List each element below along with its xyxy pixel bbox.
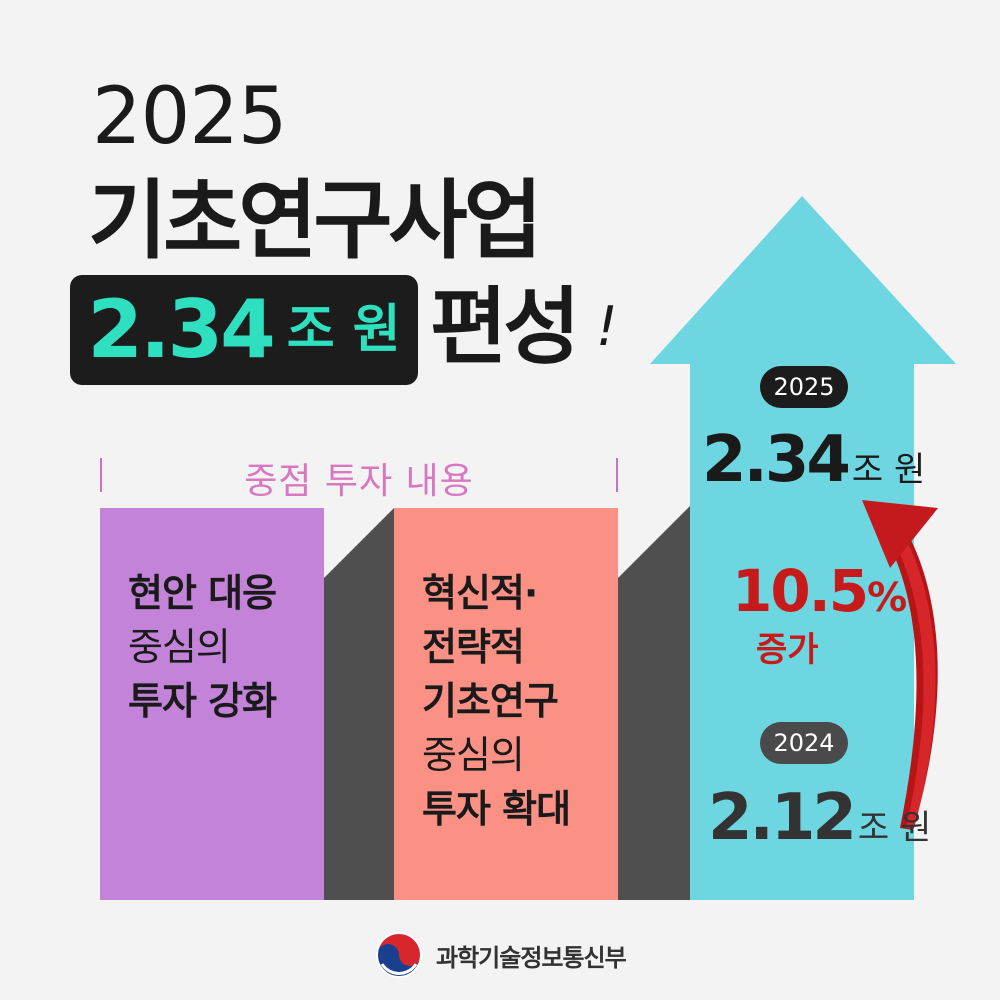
card-1-line-3: 투자 강화 [128, 679, 277, 723]
ministry-name: 과학기술정보통신부 [436, 943, 627, 972]
year-title: 2025 [92, 72, 288, 162]
exclamation-mark: ! [596, 295, 618, 358]
budget-amount-number: 2.34 [87, 283, 275, 376]
amount-2025: 2.34 조 원 [702, 428, 925, 492]
budget-amount-unit: 조 원 [286, 300, 401, 360]
connector-block-2 [618, 506, 690, 900]
ministry-footer: 과학기술정보통신부 [374, 930, 627, 980]
bracket-left [100, 458, 102, 492]
amount-2024: 2.12 조 원 [708, 786, 931, 850]
curved-arrow-up-icon [862, 500, 938, 830]
amount-2025-number: 2.34 [702, 423, 851, 497]
card-2-line-5: 투자 확대 [422, 787, 571, 831]
increase-percent: 10.5 % [732, 562, 907, 620]
card-1-line-1: 현안 대응 [128, 571, 277, 615]
card-2-line-2: 전략적 [422, 625, 525, 669]
title-suffix: 편성 [430, 278, 581, 376]
budget-amount-badge: 2.34 조 원 [70, 275, 418, 385]
amount-2024-number: 2.12 [708, 781, 857, 855]
card-2-line-1: 혁신적· [422, 571, 538, 615]
amount-2025-unit: 조 원 [851, 450, 926, 490]
card-1-text: 현안 대응 중심의 투자 강화 [128, 566, 277, 728]
taegeuk-logo-icon [376, 932, 422, 978]
card-salmon [394, 508, 618, 900]
year-badge-2024: 2024 [760, 722, 848, 764]
card-2-line-4: 중심의 [422, 733, 525, 777]
card-2-text: 혁신적· 전략적 기초연구 중심의 투자 확대 [422, 566, 571, 836]
year-badge-2025: 2025 [760, 366, 848, 408]
card-2-line-3: 기초연구 [422, 679, 559, 723]
card-purple [100, 508, 324, 900]
increase-sign: % [867, 575, 908, 621]
bracket-right [616, 458, 618, 492]
card-1-line-2: 중심의 [128, 625, 231, 669]
page-title: 기초연구사업 [88, 171, 543, 271]
amount-2024-unit: 조 원 [857, 808, 932, 848]
focus-investment-label: 중점 투자 내용 [244, 461, 474, 502]
increase-label: 증가 [756, 630, 819, 670]
increase-number: 10.5 [732, 557, 869, 625]
connector-block-1 [324, 508, 394, 900]
arrow-up-icon [650, 196, 956, 900]
